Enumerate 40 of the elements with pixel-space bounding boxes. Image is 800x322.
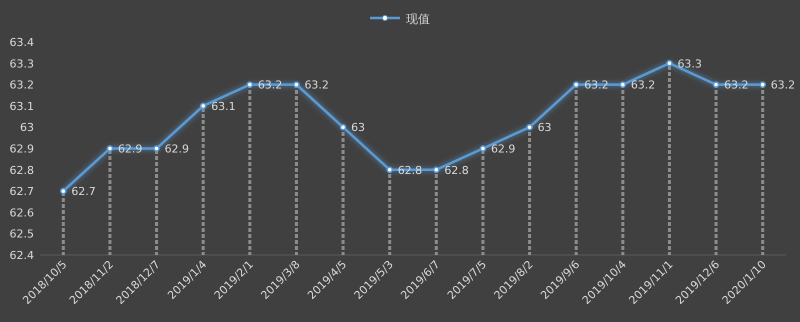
point bbox=[526, 124, 533, 130]
legend-label: 现值 bbox=[406, 12, 430, 26]
point bbox=[480, 145, 486, 152]
data-label: 62.9 bbox=[118, 142, 142, 156]
data-label: 63 bbox=[538, 121, 552, 134]
point bbox=[666, 60, 673, 67]
y-tick-label: 62.8 bbox=[10, 164, 34, 177]
point bbox=[60, 188, 67, 194]
data-label: 63.2 bbox=[304, 78, 329, 92]
y-tick-label: 63.1 bbox=[10, 100, 34, 113]
data-label: 63.1 bbox=[211, 100, 236, 113]
y-tick-label: 63.4 bbox=[10, 36, 34, 49]
y-tick-label: 63.3 bbox=[10, 57, 34, 70]
point bbox=[572, 81, 580, 88]
point bbox=[153, 145, 160, 152]
y-tick-label: 63.2 bbox=[10, 78, 34, 92]
point bbox=[246, 81, 254, 88]
point bbox=[759, 81, 766, 88]
data-label: 63 bbox=[351, 121, 366, 134]
point bbox=[386, 166, 393, 174]
y-tick-label: 62.4 bbox=[10, 249, 34, 262]
y-tick-label: 62.6 bbox=[10, 206, 34, 220]
data-label: 62.8 bbox=[444, 164, 469, 177]
y-tick-label: 62.9 bbox=[10, 142, 34, 156]
data-label: 63.3 bbox=[677, 57, 702, 70]
point bbox=[106, 145, 114, 152]
data-label: 62.7 bbox=[71, 185, 96, 198]
point bbox=[620, 81, 626, 88]
y-tick-label: 62.7 bbox=[10, 185, 34, 198]
point bbox=[712, 81, 720, 88]
point bbox=[293, 81, 300, 88]
y-tick-label: 62.5 bbox=[10, 228, 34, 241]
point bbox=[433, 166, 440, 174]
data-label: 62.9 bbox=[490, 142, 516, 156]
data-label: 63.2 bbox=[630, 78, 656, 92]
point bbox=[200, 102, 206, 110]
point bbox=[340, 124, 346, 130]
data-label: 63.2 bbox=[770, 78, 796, 92]
data-label: 62.9 bbox=[164, 142, 190, 156]
y-tick-label: 63 bbox=[20, 121, 34, 134]
